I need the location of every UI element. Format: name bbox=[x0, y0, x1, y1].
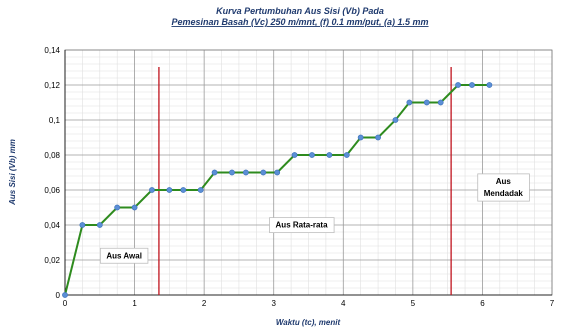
data-point bbox=[79, 222, 86, 228]
annotation-text: Aus Awal bbox=[106, 251, 142, 260]
annotation-aus-awal: Aus Awal bbox=[99, 247, 149, 264]
x-tick-label: 1 bbox=[132, 299, 137, 308]
data-point bbox=[392, 117, 399, 123]
y-tick-label: 0,14 bbox=[44, 46, 60, 55]
data-point bbox=[260, 169, 267, 176]
data-point bbox=[131, 204, 138, 211]
data-point bbox=[211, 169, 218, 176]
data-point bbox=[114, 204, 121, 211]
data-point bbox=[406, 99, 413, 106]
x-tick-label: 2 bbox=[202, 299, 207, 308]
data-point bbox=[62, 292, 68, 298]
data-point bbox=[326, 152, 333, 158]
annotation-box bbox=[99, 247, 149, 264]
annotation-text: Mendadak bbox=[484, 189, 524, 198]
x-axis-label: Waktu (tc), menit bbox=[276, 318, 341, 327]
data-point bbox=[469, 82, 475, 88]
y-tick-label: 0,1 bbox=[49, 116, 61, 125]
x-tick-label: 7 bbox=[550, 299, 555, 308]
data-point bbox=[229, 169, 235, 176]
y-tick-label: 0,04 bbox=[44, 221, 60, 230]
x-tick-label: 4 bbox=[341, 299, 346, 308]
data-point bbox=[149, 187, 155, 193]
data-point bbox=[375, 134, 381, 141]
y-axis-label: Aus Sisi (Vb) mm bbox=[8, 139, 17, 206]
data-point bbox=[274, 169, 281, 176]
data-point bbox=[180, 187, 187, 193]
annotation-aus-rata-rata: Aus Rata-rata bbox=[269, 217, 335, 234]
x-tick-label: 6 bbox=[480, 299, 485, 308]
data-point bbox=[309, 152, 315, 158]
data-point bbox=[455, 82, 461, 88]
chart-subtitle: Pemesinan Basah (Vc) 250 m/mnt, (f) 0.1 … bbox=[171, 17, 428, 27]
data-point bbox=[291, 152, 298, 158]
minor-grid bbox=[65, 50, 552, 295]
annotation-box bbox=[477, 173, 530, 202]
data-point bbox=[357, 134, 364, 141]
y-tick-label: 0,12 bbox=[44, 81, 60, 90]
y-tick-label: 0,06 bbox=[44, 186, 60, 195]
data-point bbox=[437, 99, 444, 106]
y-tick-label: 0 bbox=[56, 291, 61, 300]
chart-title: Kurva Pertumbuhan Aus Sisi (Vb) Pada bbox=[216, 6, 384, 16]
x-tick-label: 0 bbox=[63, 299, 68, 308]
data-point bbox=[486, 82, 493, 88]
data-point bbox=[96, 222, 103, 228]
annotation-box bbox=[269, 217, 335, 234]
data-point bbox=[166, 187, 173, 193]
annotation-text: Aus Rata-rata bbox=[276, 221, 329, 230]
data-point bbox=[197, 187, 204, 193]
x-tick-label: 3 bbox=[271, 299, 276, 308]
data-point bbox=[423, 99, 430, 106]
data-point bbox=[242, 169, 249, 176]
annotation-aus-mendadak: Aus Mendadak bbox=[477, 173, 530, 202]
x-tick-label: 5 bbox=[411, 299, 416, 308]
data-point bbox=[343, 152, 350, 158]
y-tick-label: 0,08 bbox=[44, 151, 60, 160]
y-tick-label: 0,02 bbox=[44, 256, 60, 265]
annotation-text: Aus bbox=[496, 177, 512, 186]
